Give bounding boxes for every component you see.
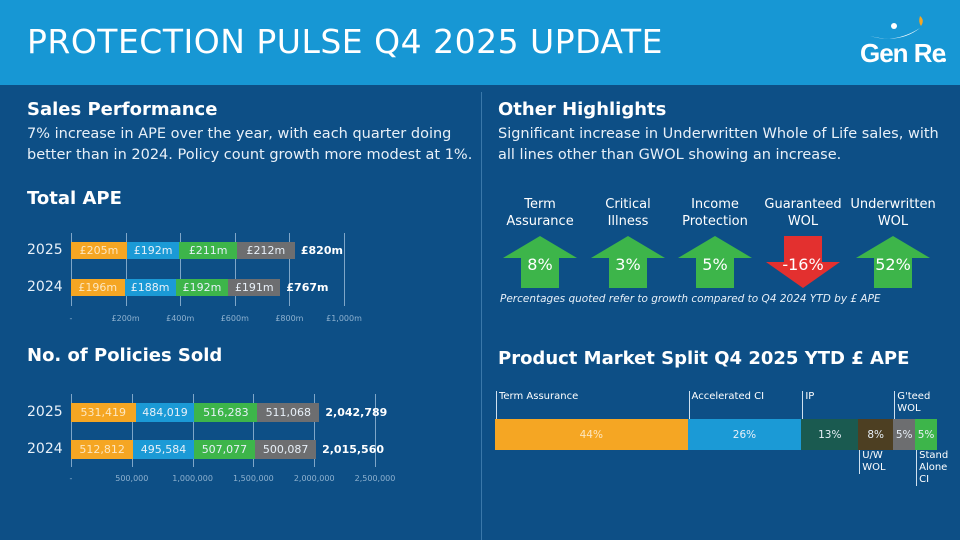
bar-segment: 507,077 xyxy=(193,440,256,459)
split-segment: 5% xyxy=(893,419,916,450)
gridline xyxy=(375,394,376,467)
axis-tick-label: £200m xyxy=(111,314,140,323)
gridline xyxy=(71,394,72,467)
gridline xyxy=(344,233,345,306)
axis-tick-label: £1,000m xyxy=(326,314,362,323)
axis-tick-label: 2,500,000 xyxy=(354,474,396,483)
header-bar: PROTECTION PULSE Q4 2025 UPDATE Gen Re xyxy=(0,0,960,85)
split-segment: 44% xyxy=(495,419,688,450)
highlight-value: 8% xyxy=(527,255,553,274)
category-label: 2024 xyxy=(27,440,63,457)
sales-text: 7% increase in APE over the year, with e… xyxy=(27,126,473,163)
axis-tick-label: £800m xyxy=(275,314,304,323)
axis-tick-label: - xyxy=(69,314,73,323)
bar-segment: £211m xyxy=(179,242,237,259)
highlight-label: Guaranteed WOL xyxy=(764,197,842,229)
bar-segment: £212m xyxy=(236,242,295,259)
gridline xyxy=(253,394,255,467)
axis-tick-label: 1,500,000 xyxy=(233,474,274,483)
bar-segment: 512,812 xyxy=(71,440,134,459)
column-divider xyxy=(481,92,482,540)
total-label: 2,042,789 xyxy=(325,405,388,419)
axis-tick-label: - xyxy=(69,474,73,483)
bar-segment: 484,019 xyxy=(135,403,195,422)
highlight-label: Income Protection xyxy=(682,197,748,229)
arrow-up-icon: 8% xyxy=(503,236,577,288)
axis-tick-label: £600m xyxy=(220,314,249,323)
highlights-heading: Other Highlights xyxy=(498,99,667,120)
arrow-up-icon: 3% xyxy=(591,236,665,288)
split-label: G'teed WOL xyxy=(894,391,934,419)
sales-heading: Sales Performance xyxy=(27,99,218,120)
split-segment: 8% xyxy=(858,419,894,450)
bar-segment: £191m xyxy=(228,279,281,296)
bar-segment: 495,584 xyxy=(133,440,194,459)
svg-text:Gen Re: Gen Re xyxy=(860,38,946,68)
highlights-text: Significant increase in Underwritten Who… xyxy=(498,126,939,163)
gridline xyxy=(192,394,194,467)
split-label: Stand Alone CI xyxy=(916,450,954,486)
split-segment: 26% xyxy=(687,419,802,450)
gridline xyxy=(314,394,316,467)
bar-segment: £196m xyxy=(71,279,125,296)
bar-segment: 531,419 xyxy=(71,403,136,422)
page-title: PROTECTION PULSE Q4 2025 UPDATE xyxy=(27,22,663,61)
highlight-value: 5% xyxy=(702,255,728,274)
highlight-label: Underwritten WOL xyxy=(850,197,936,229)
category-label: 2025 xyxy=(27,403,63,420)
axis-tick-label: 2,000,000 xyxy=(293,474,335,483)
bar-segment: 511,068 xyxy=(257,403,320,422)
split-label: Accelerated CI xyxy=(688,391,803,419)
ape-chart-title: Total APE xyxy=(27,188,122,209)
category-label: 2024 xyxy=(27,278,63,295)
bar-segment: £205m xyxy=(71,242,127,259)
arrow-up-icon: 52% xyxy=(856,236,930,288)
axis-tick-label: 1,000,000 xyxy=(172,474,213,483)
total-label: £820m xyxy=(300,243,343,257)
highlight-label: Critical Illness xyxy=(605,197,651,229)
bar-segment: £188m xyxy=(124,279,176,296)
axis-tick-label: 500,000 xyxy=(115,474,149,483)
split-chart-title: Product Market Split Q4 2025 YTD £ APE xyxy=(498,348,910,369)
gridline xyxy=(180,233,182,306)
bar-segment: £192m xyxy=(175,279,229,296)
total-label: £767m xyxy=(286,280,329,294)
split-label: U/W WOL xyxy=(859,450,897,474)
category-label: 2025 xyxy=(27,241,63,258)
arrow-up-icon: 5% xyxy=(678,236,752,288)
split-label: IP xyxy=(802,391,859,419)
axis-tick-label: £400m xyxy=(166,314,195,323)
gridline xyxy=(131,394,133,467)
gridline xyxy=(125,233,127,306)
highlight-value: 3% xyxy=(615,255,641,274)
highlight-label: Term Assurance xyxy=(506,197,574,229)
policies-chart-title: No. of Policies Sold xyxy=(27,345,223,366)
bar-segment: 500,087 xyxy=(255,440,317,459)
highlight-value: -16% xyxy=(782,255,824,274)
total-label: 2,015,560 xyxy=(322,442,385,456)
split-segment: 5% xyxy=(915,419,937,450)
gridline xyxy=(71,233,72,306)
arrow-down-icon: -16% xyxy=(766,236,840,288)
gen-re-logo: Gen Re xyxy=(860,16,947,68)
highlights-note: Percentages quoted refer to growth compa… xyxy=(500,293,881,305)
bar-segment: £192m xyxy=(126,242,180,259)
bar-segment: 516,283 xyxy=(194,403,258,422)
gridline xyxy=(234,233,236,306)
gridline xyxy=(289,233,291,306)
highlight-value: 52% xyxy=(875,255,911,274)
split-segment: 13% xyxy=(801,419,859,450)
split-label: Term Assurance xyxy=(496,391,689,419)
